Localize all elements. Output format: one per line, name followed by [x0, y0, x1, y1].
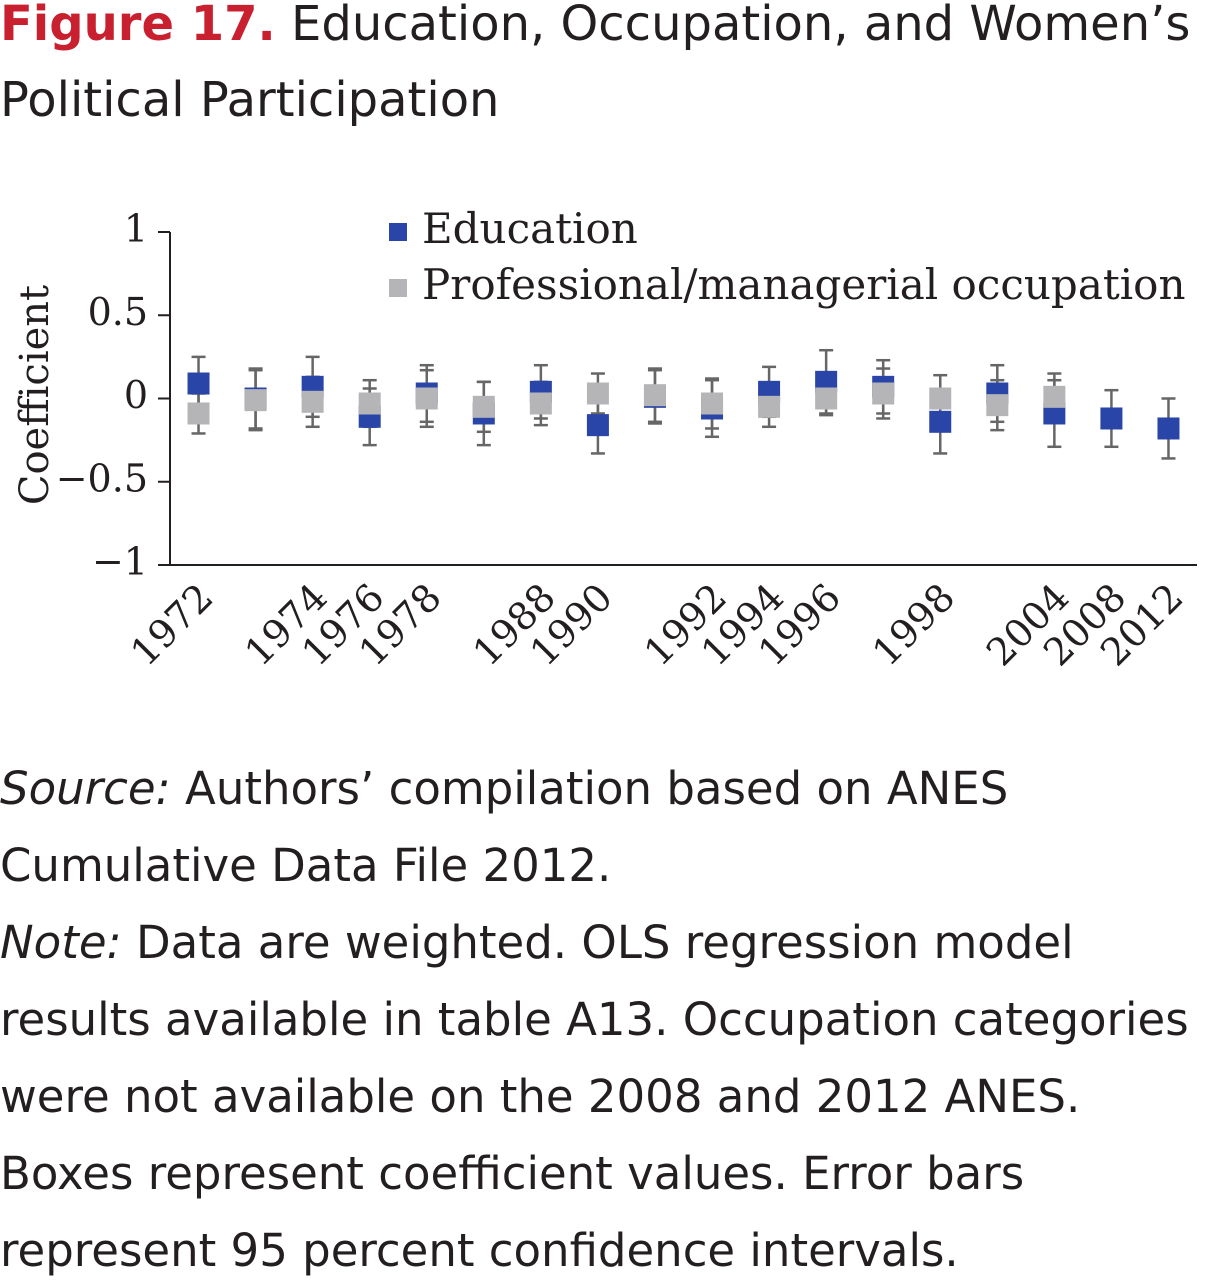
- chart-title: Education, Occupation, and Women’s Polit…: [0, 0, 1191, 128]
- y-tick-label: 1: [124, 207, 148, 251]
- marker: [815, 370, 838, 393]
- y-tick-label: −1: [92, 540, 148, 584]
- note-text: Data are weighted. OLS regression model …: [0, 916, 1189, 1277]
- y-axis-title: Coefficient: [12, 285, 58, 505]
- footnotes: Source: Authors’ compilation based on AN…: [0, 750, 1212, 1280]
- marker: [358, 392, 381, 415]
- note-label: Note:: [0, 916, 122, 969]
- y-tick-label: −0.5: [56, 456, 148, 500]
- marker: [1157, 417, 1180, 440]
- marker: [815, 387, 838, 410]
- y-tick-label: 0: [124, 373, 148, 417]
- figure-label: Figure 17.: [0, 0, 276, 52]
- marker: [244, 389, 267, 412]
- legend-label: Professional/managerial occupation: [422, 260, 1186, 309]
- marker: [586, 414, 609, 437]
- title-block: Figure 17. Education, Occupation, and Wo…: [0, 0, 1212, 138]
- marker: [415, 387, 438, 410]
- marker: [187, 402, 210, 425]
- marker: [1100, 407, 1123, 430]
- marker: [1043, 402, 1066, 425]
- source-label: Source:: [0, 762, 171, 815]
- marker: [929, 410, 952, 433]
- x-tick-label: 1972: [122, 575, 222, 675]
- marker: [586, 382, 609, 405]
- marker: [872, 382, 895, 405]
- marker: [1043, 385, 1066, 408]
- marker: [643, 384, 666, 407]
- source: Source: Authors’ compilation based on AN…: [0, 750, 1212, 904]
- marker: [701, 392, 724, 415]
- note: Note: Data are weighted. OLS regression …: [0, 904, 1212, 1280]
- marker: [187, 372, 210, 395]
- legend-swatch: [389, 279, 407, 297]
- legend-swatch: [389, 223, 407, 241]
- marker: [758, 395, 781, 418]
- x-tick-label: 1998: [864, 575, 964, 675]
- y-tick-label: 0.5: [88, 290, 148, 334]
- source-text: Authors’ compilation based on ANES Cumul…: [0, 762, 1009, 892]
- marker: [929, 387, 952, 410]
- marker: [301, 390, 324, 413]
- marker: [472, 395, 495, 418]
- marker: [529, 392, 552, 415]
- legend-label: Education: [422, 204, 638, 253]
- marker: [986, 394, 1009, 417]
